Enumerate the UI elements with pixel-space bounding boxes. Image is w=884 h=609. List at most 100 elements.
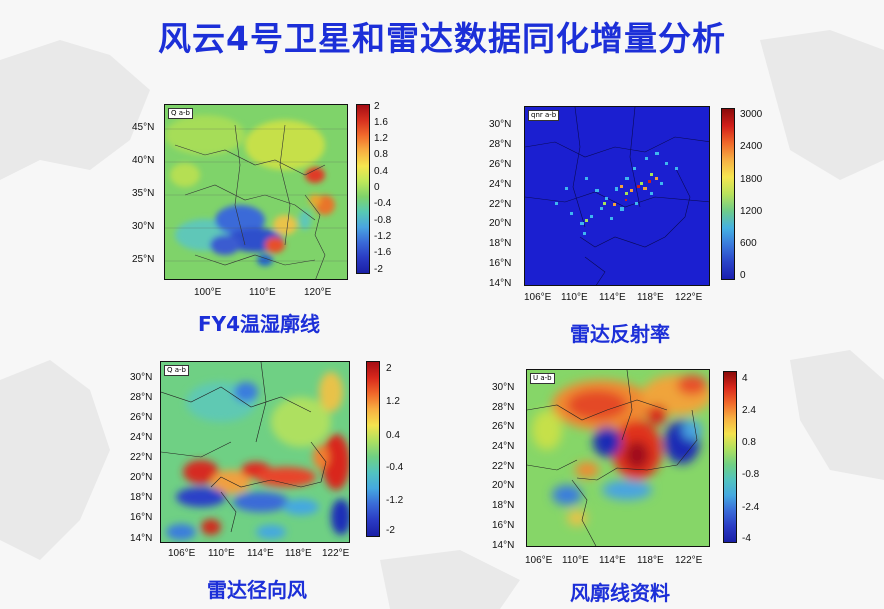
y-tick-label: 16°N: [130, 512, 153, 523]
y-tick-label: 30°N: [130, 372, 153, 383]
field-tag: Q a-b: [168, 108, 193, 119]
y-tick-label: 20°N: [492, 480, 515, 491]
y-tick-label: 14°N: [130, 533, 153, 544]
y-tick-label: 30°N: [492, 382, 515, 393]
heatmap-wind-profiler: [527, 370, 709, 546]
panel-caption: 风廓线资料: [570, 581, 670, 605]
x-tick-label: 114°E: [247, 548, 274, 559]
x-tick-label: 106°E: [525, 555, 553, 566]
x-tick-label: 122°E: [675, 292, 703, 303]
x-tick-label: 110°E: [561, 292, 588, 303]
y-tick-label: 26°N: [489, 159, 512, 170]
colorbar-label: -4: [742, 533, 751, 544]
y-tick-label: 22°N: [489, 199, 512, 210]
colorbar: [366, 361, 380, 537]
x-tick-label: 110°E: [249, 287, 276, 298]
x-tick-label: 110°E: [562, 555, 589, 566]
colorbar-label: 3000: [740, 109, 763, 120]
colorbar-label: -0.8: [374, 215, 392, 226]
x-tick-label: 114°E: [599, 555, 626, 566]
colorbar: [356, 104, 370, 274]
colorbar: [723, 371, 737, 543]
field-tag: qnr a-b: [528, 110, 560, 121]
colorbar-label: 1.2: [374, 133, 388, 144]
colorbar-label: 2: [374, 101, 380, 112]
x-tick-label: 118°E: [637, 292, 664, 303]
y-tick-label: 26°N: [130, 412, 153, 423]
colorbar-label: 0.4: [374, 166, 388, 177]
colorbar-label: -0.4: [374, 198, 392, 209]
colorbar-label: -0.8: [742, 469, 760, 480]
x-tick-label: 106°E: [524, 292, 552, 303]
x-tick-label: 118°E: [285, 548, 312, 559]
colorbar-label: 600: [740, 238, 757, 249]
colorbar-label: -1.2: [374, 231, 392, 242]
colorbar-label: -2: [386, 525, 395, 536]
y-tick-label: 30°N: [132, 221, 155, 232]
y-tick-label: 26°N: [492, 421, 515, 432]
x-tick-label: 114°E: [599, 292, 626, 303]
x-tick-label: 120°E: [304, 287, 332, 298]
y-tick-label: 28°N: [130, 392, 153, 403]
y-tick-label: 14°N: [492, 540, 515, 551]
colorbar-label: 1200: [740, 206, 763, 217]
field-tag: Q a-b: [164, 365, 189, 376]
colorbar-label: 2: [386, 363, 392, 374]
y-tick-label: 28°N: [489, 139, 512, 150]
heatmap-radar-reflectivity: [525, 107, 709, 285]
y-tick-label: 40°N: [132, 155, 155, 166]
colorbar-label: 1.6: [374, 117, 388, 128]
colorbar-label: 1800: [740, 174, 763, 185]
colorbar-label: -1.2: [386, 495, 404, 506]
y-tick-label: 18°N: [130, 492, 153, 503]
x-tick-label: 100°E: [194, 287, 222, 298]
colorbar-label: 0.4: [386, 430, 400, 441]
colorbar-label: -0.4: [386, 462, 404, 473]
colorbar: [721, 108, 735, 280]
heatmap-radar-radial-wind: [161, 362, 349, 542]
panel-caption: FY4温湿廓线: [198, 312, 321, 336]
y-tick-label: 24°N: [489, 179, 512, 190]
colorbar-label: 0: [374, 182, 380, 193]
y-tick-label: 16°N: [492, 520, 515, 531]
colorbar-label: -2: [374, 264, 383, 275]
colorbar-label: 0: [740, 270, 746, 281]
page-title: 风云4号卫星和雷达数据同化增量分析: [158, 19, 726, 58]
y-tick-label: 25°N: [132, 254, 155, 265]
y-tick-label: 28°N: [492, 402, 515, 413]
y-tick-label: 45°N: [132, 122, 155, 133]
x-tick-label: 118°E: [637, 555, 664, 566]
heatmap-fy4: [165, 105, 347, 279]
panel-caption: 雷达反射率: [570, 322, 670, 346]
x-tick-label: 122°E: [322, 548, 350, 559]
map-radar-qnr-increment: qnr a-b: [524, 106, 710, 286]
map-fy4-q-increment: Q a-b: [164, 104, 348, 280]
colorbar-label: 2.4: [742, 405, 756, 416]
panel-caption: 雷达径向风: [207, 578, 307, 602]
map-wind-profiler-u-increment: U a-b: [526, 369, 710, 547]
field-tag: U a-b: [530, 373, 555, 384]
map-radar-wind-increment: Q a-b: [160, 361, 350, 543]
colorbar-label: 2400: [740, 141, 763, 152]
y-tick-label: 18°N: [489, 238, 512, 249]
y-tick-label: 24°N: [130, 432, 153, 443]
x-tick-label: 106°E: [168, 548, 196, 559]
colorbar-label: -1.6: [374, 247, 392, 258]
y-tick-label: 20°N: [130, 472, 153, 483]
y-tick-label: 16°N: [489, 258, 512, 269]
colorbar-label: 1.2: [386, 396, 400, 407]
y-tick-label: 14°N: [489, 278, 512, 289]
y-tick-label: 18°N: [492, 500, 515, 511]
colorbar-label: 4: [742, 373, 748, 384]
colorbar-label: 0.8: [742, 437, 756, 448]
y-tick-label: 22°N: [492, 461, 515, 472]
y-tick-label: 22°N: [130, 452, 153, 463]
y-tick-label: 24°N: [492, 441, 515, 452]
x-tick-label: 122°E: [675, 555, 703, 566]
colorbar-label: -2.4: [742, 502, 760, 513]
y-tick-label: 35°N: [132, 188, 155, 199]
x-tick-label: 110°E: [208, 548, 235, 559]
colorbar-label: 0.8: [374, 149, 388, 160]
y-tick-label: 20°N: [489, 218, 512, 229]
